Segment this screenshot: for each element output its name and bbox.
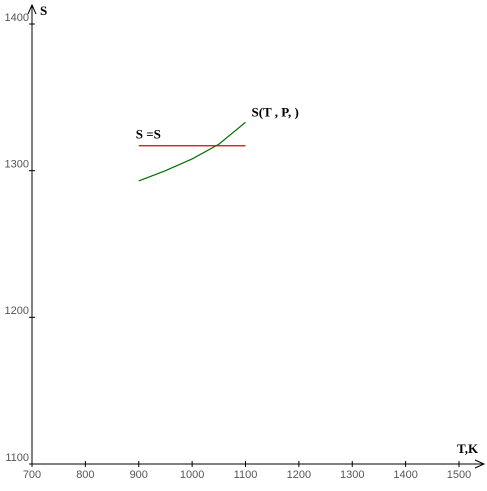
x-tick-label: 700 [23,469,41,481]
y-axis-label: S [40,3,47,18]
x-tick-label: 1500 [447,469,471,481]
x-tick-label: 800 [76,469,94,481]
x-tick-label: 1400 [393,469,417,481]
x-tick-label: 1000 [180,469,204,481]
x-tick-label: 1200 [287,469,311,481]
series-label: S =S [136,127,161,142]
x-axis-arrow [474,459,486,469]
y-tick-label: 1300 [5,159,29,171]
x-axis-label: T,K [457,441,479,456]
y-axis-arrow [27,3,37,15]
x-tick-label: 900 [130,469,148,481]
y-tick-label: 1100 [5,452,29,464]
y-tick-label: 1200 [5,305,29,317]
series-label: S(T , P, ) [252,104,299,119]
x-tick-label: 1300 [340,469,364,481]
series-line [138,121,246,182]
x-tick-label: 1100 [234,469,258,481]
y-tick-label: 1400 [5,12,29,24]
